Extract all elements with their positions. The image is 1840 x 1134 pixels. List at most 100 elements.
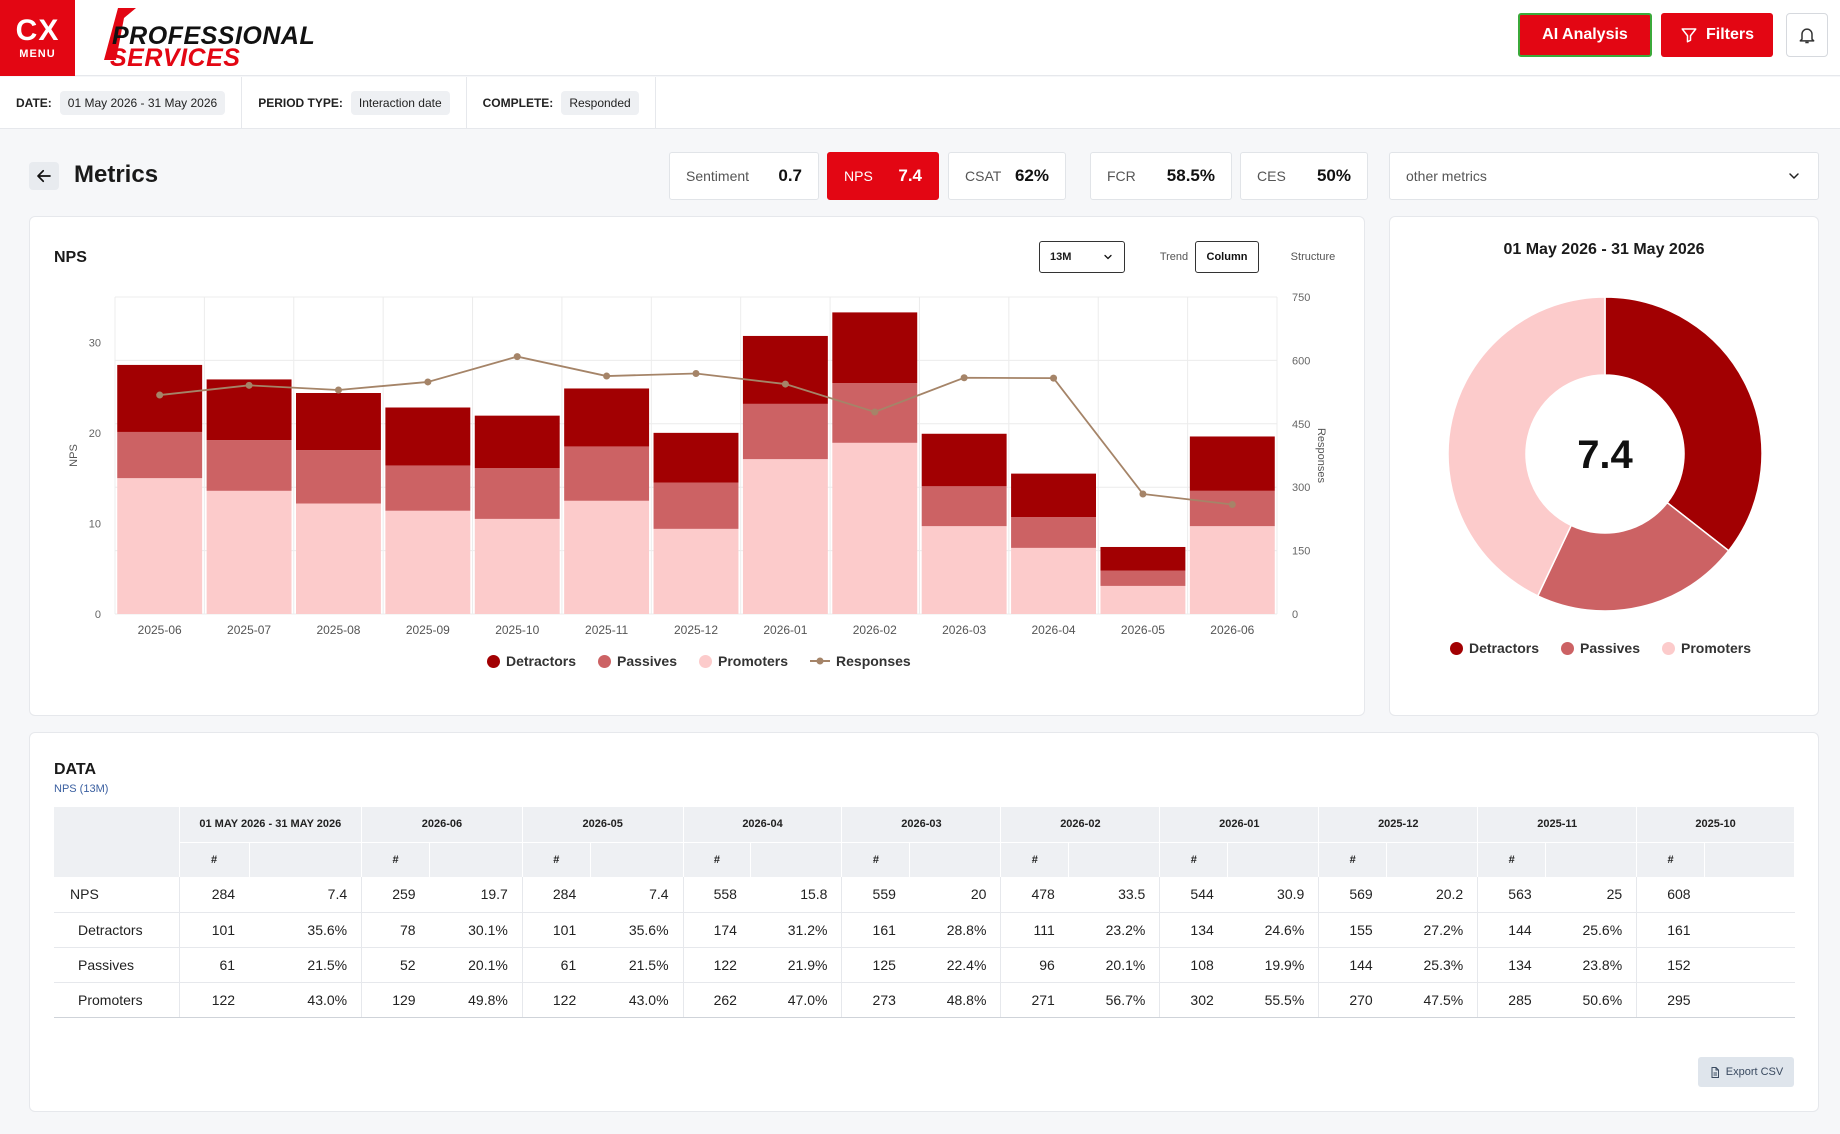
- responses-point[interactable]: [156, 391, 164, 399]
- view-tab-column[interactable]: Column: [1195, 241, 1259, 273]
- metric-name: NPS: [844, 168, 873, 184]
- count-cell: 144: [1477, 912, 1546, 948]
- filter-value-chip[interactable]: 01 May 2026 - 31 May 2026: [59, 91, 226, 115]
- bar-segment-detractors[interactable]: [832, 312, 918, 384]
- bar-segment-promoters[interactable]: [296, 503, 381, 614]
- bar-segment-promoters[interactable]: [1011, 547, 1096, 614]
- legend-item-responses[interactable]: Responses: [810, 653, 911, 669]
- other-metrics-dropdown[interactable]: other metrics: [1389, 152, 1819, 200]
- bar-segment-detractors[interactable]: [474, 415, 560, 469]
- responses-point[interactable]: [603, 372, 611, 380]
- bar-segment-promoters[interactable]: [921, 526, 1007, 614]
- donut-slice-detractors[interactable]: [1604, 296, 1763, 552]
- metric-tab-ces[interactable]: CES 50%: [1240, 152, 1368, 200]
- bar-segment-promoters[interactable]: [474, 518, 560, 614]
- responses-point[interactable]: [960, 374, 968, 382]
- bar-segment-promoters[interactable]: [653, 528, 739, 614]
- bar-segment-detractors[interactable]: [564, 388, 650, 447]
- bar-segment-passives[interactable]: [653, 482, 739, 529]
- bar-segment-detractors[interactable]: [206, 379, 292, 441]
- bar-segment-detractors[interactable]: [1189, 436, 1275, 491]
- bar-segment-passives[interactable]: [296, 450, 381, 504]
- legend-item-promoters[interactable]: Promoters: [698, 653, 788, 669]
- filter-value-chip[interactable]: Interaction date: [350, 91, 450, 115]
- data-table-scroll[interactable]: 01 MAY 2026 - 31 MAY 2026 2026-06 2026-05 2…: [54, 807, 1795, 1021]
- responses-point[interactable]: [1050, 374, 1058, 382]
- bar-segment-detractors[interactable]: [385, 407, 471, 466]
- legend-swatch: [1450, 641, 1463, 655]
- y2-tick-label: 0: [1292, 609, 1298, 621]
- filters-button[interactable]: Filters: [1661, 13, 1773, 57]
- bar-segment-detractors[interactable]: [921, 433, 1007, 487]
- bar-segment-promoters[interactable]: [742, 459, 828, 614]
- bar-segment-passives[interactable]: [385, 465, 471, 511]
- responses-point[interactable]: [1139, 490, 1147, 498]
- bar-segment-detractors[interactable]: [653, 432, 739, 483]
- bar-segment-promoters[interactable]: [1189, 526, 1275, 614]
- notifications-button[interactable]: [1786, 13, 1828, 57]
- metric-tab-nps[interactable]: NPS 7.4: [827, 152, 939, 200]
- metric-tab-sentiment[interactable]: Sentiment 0.7: [669, 152, 819, 200]
- bar-segment-promoters[interactable]: [1100, 585, 1186, 614]
- metric-tab-fcr[interactable]: FCR 58.5%: [1090, 152, 1232, 200]
- count-cell: 544: [1159, 877, 1228, 913]
- export-csv-label: Export CSV: [1725, 1066, 1784, 1078]
- bar-segment-detractors[interactable]: [742, 335, 828, 404]
- bar-segment-passives[interactable]: [564, 446, 650, 501]
- view-tab-trend[interactable]: Trend: [1159, 251, 1189, 263]
- responses-point[interactable]: [424, 378, 432, 386]
- donut-slice-promoters[interactable]: [1447, 296, 1606, 597]
- range-select[interactable]: 13M: [1039, 241, 1125, 273]
- count-cell: 122: [682, 947, 751, 983]
- bar-segment-promoters[interactable]: [206, 490, 292, 614]
- legend-line-swatch: [810, 657, 831, 665]
- export-csv-button[interactable]: Export CSV: [1698, 1057, 1794, 1087]
- bar-segment-passives[interactable]: [1189, 490, 1275, 527]
- bar-segment-promoters[interactable]: [832, 442, 918, 614]
- count-cell: 559: [841, 877, 910, 913]
- responses-point[interactable]: [692, 370, 700, 378]
- legend-item-passives[interactable]: Passives: [598, 653, 677, 669]
- value-cell: 23.2%: [1068, 912, 1160, 948]
- bar-segment-passives[interactable]: [117, 431, 203, 479]
- responses-point[interactable]: [334, 386, 342, 394]
- responses-point[interactable]: [871, 408, 879, 416]
- donut-slice-passives[interactable]: [1536, 501, 1730, 612]
- legend-item-detractors[interactable]: Detractors: [1450, 640, 1539, 656]
- cx-menu-button[interactable]: CX MENU: [0, 0, 75, 76]
- bar-segment-promoters[interactable]: [564, 500, 650, 614]
- bar-segment-detractors[interactable]: [117, 364, 203, 432]
- responses-point[interactable]: [513, 353, 521, 361]
- bar-segment-passives[interactable]: [921, 486, 1007, 527]
- filter-value-chip[interactable]: Responded: [561, 91, 639, 115]
- ai-analysis-button[interactable]: AI Analysis: [1518, 13, 1652, 57]
- value-cell: 30.9: [1227, 877, 1319, 913]
- responses-point[interactable]: [1228, 501, 1236, 509]
- legend-item-passives[interactable]: Passives: [1561, 640, 1640, 656]
- bar-segment-passives[interactable]: [1011, 517, 1096, 548]
- bar-segment-passives[interactable]: [1100, 570, 1186, 586]
- bar-segment-passives[interactable]: [742, 403, 828, 460]
- bar-segment-detractors[interactable]: [1011, 473, 1096, 518]
- responses-point[interactable]: [781, 380, 789, 388]
- back-button[interactable]: [29, 162, 59, 190]
- bar-segment-passives[interactable]: [474, 468, 560, 519]
- donut-date: 01 May 2026 - 31 May 2026: [1503, 241, 1705, 258]
- legend-item-detractors[interactable]: Detractors: [487, 653, 576, 669]
- bar-segment-promoters[interactable]: [117, 478, 203, 614]
- count-subheader: #: [1636, 841, 1706, 877]
- bar-segment-detractors[interactable]: [296, 393, 381, 451]
- count-cell: 302: [1159, 982, 1228, 1018]
- bar-segment-passives[interactable]: [832, 383, 918, 443]
- responses-point[interactable]: [245, 381, 253, 389]
- bar-segment-promoters[interactable]: [385, 510, 471, 614]
- view-tab-structure[interactable]: Structure: [1290, 251, 1336, 263]
- bar-segment-passives[interactable]: [206, 440, 292, 491]
- count-subheader: #: [1000, 841, 1070, 877]
- value-cell: 21.5%: [249, 947, 362, 983]
- metric-tab-csat[interactable]: CSAT 62%: [948, 152, 1066, 200]
- column-header: 01 MAY 2026 - 31 MAY 2026: [179, 807, 363, 842]
- bar-segment-detractors[interactable]: [1100, 546, 1186, 571]
- legend-label: Passives: [1580, 640, 1640, 656]
- legend-item-promoters[interactable]: Promoters: [1661, 640, 1751, 656]
